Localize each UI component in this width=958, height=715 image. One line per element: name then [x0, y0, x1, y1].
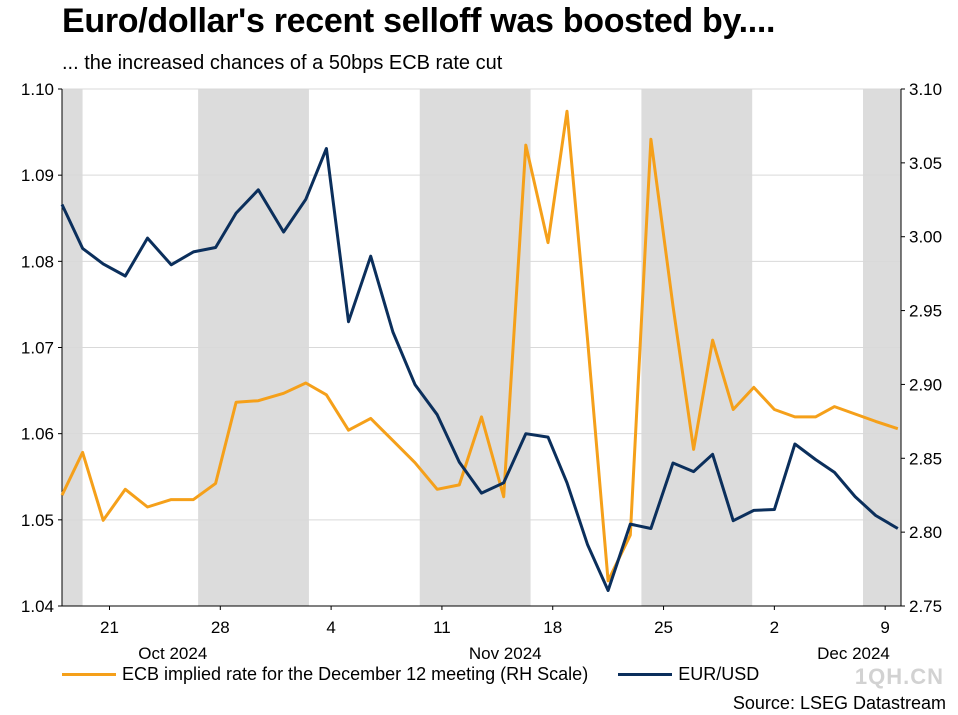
left-axis-tick-label: 1.06	[21, 425, 54, 444]
chart-subtitle: ... the increased chances of a 50bps ECB…	[62, 52, 503, 74]
right-axis-tick-label: 2.80	[909, 523, 942, 542]
x-axis-month-label: Oct 2024	[138, 644, 207, 660]
left-axis-tick-label: 1.08	[21, 252, 54, 271]
legend-item-ecb: ECB implied rate for the December 12 mee…	[62, 664, 588, 685]
legend-item-eurusd: EUR/USD	[618, 664, 759, 685]
chart-title: Euro/dollar's recent selloff was boosted…	[62, 2, 776, 40]
legend-label-eurusd: EUR/USD	[678, 664, 760, 684]
right-axis-tick-label: 3.00	[909, 228, 942, 247]
right-axis-tick-label: 2.90	[909, 375, 942, 394]
x-axis-tick-label: 9	[880, 618, 889, 637]
watermark: 1QH.CN	[854, 664, 944, 689]
left-axis-tick-label: 1.05	[21, 511, 54, 530]
line-chart: 1.04 1.05 1.06 1.07 1.08 1.09 1.10 2.75 2.80 2.85…	[21, 80, 942, 660]
right-axis-tick-label: 3.05	[909, 154, 942, 173]
left-axis-tick-label: 1.09	[21, 166, 54, 185]
x-axis-tick-label: 4	[326, 618, 335, 637]
right-axis-tick-label: 2.75	[909, 597, 942, 616]
x-axis-month-label: Nov 2024	[469, 644, 542, 660]
chart-legend: ECB implied rate for the December 12 mee…	[62, 664, 789, 685]
x-axis-tick-label: 11	[433, 618, 451, 637]
x-axis-tick-label: 28	[211, 618, 230, 637]
x-axis-month-label: Dec 2024	[817, 644, 890, 660]
x-axis-tick-label: 18	[543, 618, 562, 637]
left-axis-tick-label: 1.04	[21, 597, 54, 616]
series-line-eurusd	[60, 147, 899, 592]
legend-label-ecb: ECB implied rate for the December 12 mee…	[122, 664, 589, 684]
legend-swatch-eurusd	[618, 673, 673, 676]
source-note: Source: LSEG Datastream	[732, 693, 946, 713]
right-axis-tick-label: 2.95	[909, 302, 942, 321]
x-axis-tick-label: 25	[654, 618, 673, 637]
right-axis-tick-label: 3.10	[909, 80, 942, 99]
left-axis-tick-label: 1.10	[21, 80, 54, 99]
x-axis-tick-label: 21	[100, 618, 119, 637]
x-axis-tick-label: 2	[770, 618, 779, 637]
legend-swatch-ecb	[62, 673, 116, 676]
left-axis-tick-label: 1.07	[21, 339, 54, 358]
series-line-ecb	[60, 109, 899, 583]
right-axis-tick-label: 2.85	[909, 449, 942, 468]
